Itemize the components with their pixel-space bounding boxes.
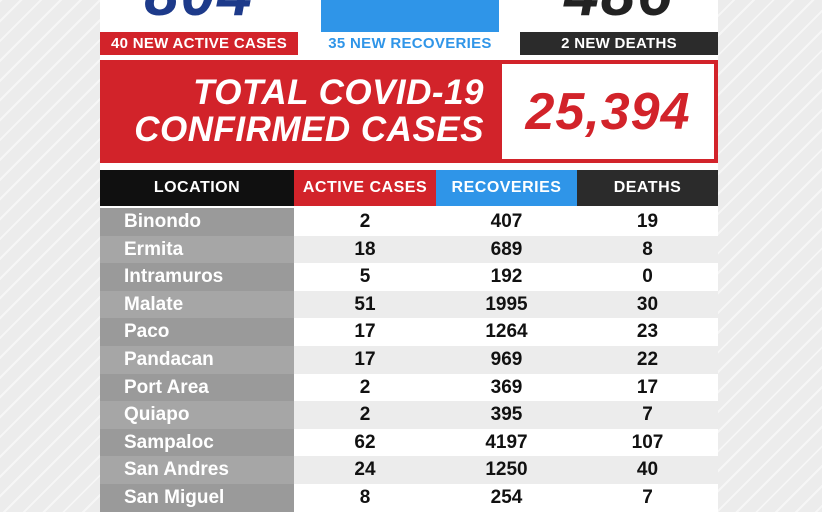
cell-recoveries: 689 — [436, 235, 577, 264]
cell-recoveries: 1995 — [436, 290, 577, 319]
table-row: San Miguel 8 254 7 — [100, 483, 718, 512]
cell-location: Pandacan — [100, 345, 294, 374]
cell-location: Binondo — [100, 208, 294, 236]
cell-active-cases: 18 — [294, 235, 436, 264]
cell-recoveries: 969 — [436, 345, 577, 374]
table-row: Intramuros 5 192 0 — [100, 263, 718, 291]
cell-deaths: 8 — [577, 235, 718, 264]
cell-active-cases: 17 — [294, 318, 436, 346]
cell-deaths: 23 — [577, 318, 718, 346]
cell-location: Ermita — [100, 235, 294, 264]
total-label: TOTAL COVID-19 CONFIRMED CASES — [100, 74, 484, 148]
cell-active-cases: 5 — [294, 263, 436, 291]
cell-active-cases: 2 — [294, 373, 436, 402]
header-location: LOCATION — [100, 170, 294, 206]
cell-recoveries: 369 — [436, 373, 577, 402]
cell-deaths: 22 — [577, 345, 718, 374]
cell-location: Intramuros — [100, 263, 294, 291]
stat-active-number: 804 — [100, 0, 298, 26]
table-row: San Andres 24 1250 40 — [100, 456, 718, 484]
cell-active-cases: 51 — [294, 290, 436, 319]
table-row: Ermita 18 689 8 — [100, 235, 718, 264]
cell-active-cases: 2 — [294, 401, 436, 429]
cell-recoveries: 192 — [436, 263, 577, 291]
table-header: LOCATION ACTIVE CASES RECOVERIES DEATHS — [100, 170, 718, 206]
cell-deaths: 107 — [577, 428, 718, 457]
stat-deaths-number: 486 — [520, 0, 718, 26]
cell-location: Quiapo — [100, 401, 294, 429]
covid-infographic: 804 40 NEW ACTIVE CASES 35 NEW RECOVERIE… — [100, 0, 718, 512]
table-row: Malate 51 1995 30 — [100, 290, 718, 319]
cell-location: Port Area — [100, 373, 294, 402]
table-row: Paco 17 1264 23 — [100, 318, 718, 346]
cell-location: Malate — [100, 290, 294, 319]
cell-deaths: 19 — [577, 208, 718, 236]
header-deaths: DEATHS — [577, 170, 718, 206]
table-row: Pandacan 17 969 22 — [100, 345, 718, 374]
cell-recoveries: 407 — [436, 208, 577, 236]
cell-location: San Andres — [100, 456, 294, 484]
cell-active-cases: 8 — [294, 483, 436, 512]
table-row: Quiapo 2 395 7 — [100, 401, 718, 429]
stat-recoveries: 35 NEW RECOVERIES — [311, 0, 509, 55]
cell-location: Paco — [100, 318, 294, 346]
cell-recoveries: 254 — [436, 483, 577, 512]
cell-active-cases: 24 — [294, 456, 436, 484]
cell-deaths: 0 — [577, 263, 718, 291]
cell-deaths: 7 — [577, 483, 718, 512]
cell-recoveries: 4197 — [436, 428, 577, 457]
cell-active-cases: 2 — [294, 208, 436, 236]
cell-deaths: 7 — [577, 401, 718, 429]
cell-deaths: 17 — [577, 373, 718, 402]
total-label-line1: TOTAL COVID-19 — [193, 73, 484, 112]
cell-location: San Miguel — [100, 483, 294, 512]
table-row: Binondo 2 407 19 — [100, 208, 718, 236]
cell-deaths: 40 — [577, 456, 718, 484]
cell-deaths: 30 — [577, 290, 718, 319]
stat-deaths-caption: 2 NEW DEATHS — [520, 32, 718, 55]
stat-deaths: 486 2 NEW DEATHS — [520, 0, 718, 55]
cell-active-cases: 62 — [294, 428, 436, 457]
total-banner: TOTAL COVID-19 CONFIRMED CASES 25,394 — [100, 60, 718, 163]
cell-location: Sampaloc — [100, 428, 294, 457]
cell-recoveries: 1250 — [436, 456, 577, 484]
header-recoveries: RECOVERIES — [436, 170, 577, 206]
cell-recoveries: 395 — [436, 401, 577, 429]
cell-active-cases: 17 — [294, 345, 436, 374]
header-active-cases: ACTIVE CASES — [294, 170, 436, 206]
table-row: Sampaloc 62 4197 107 — [100, 428, 718, 457]
total-label-line2: CONFIRMED CASES — [134, 110, 484, 149]
stat-active-cases: 804 40 NEW ACTIVE CASES — [100, 0, 298, 55]
table-body: Binondo 2 407 19 Ermita 18 689 8 Intramuros 5 192 0… — [100, 208, 718, 512]
table-row: Port Area 2 369 17 — [100, 373, 718, 402]
stat-recoveries-caption: 35 NEW RECOVERIES — [311, 32, 509, 55]
total-value-box: 25,394 — [502, 64, 714, 159]
stat-active-caption: 40 NEW ACTIVE CASES — [100, 32, 298, 55]
total-value: 25,394 — [525, 83, 691, 141]
cell-recoveries: 1264 — [436, 318, 577, 346]
